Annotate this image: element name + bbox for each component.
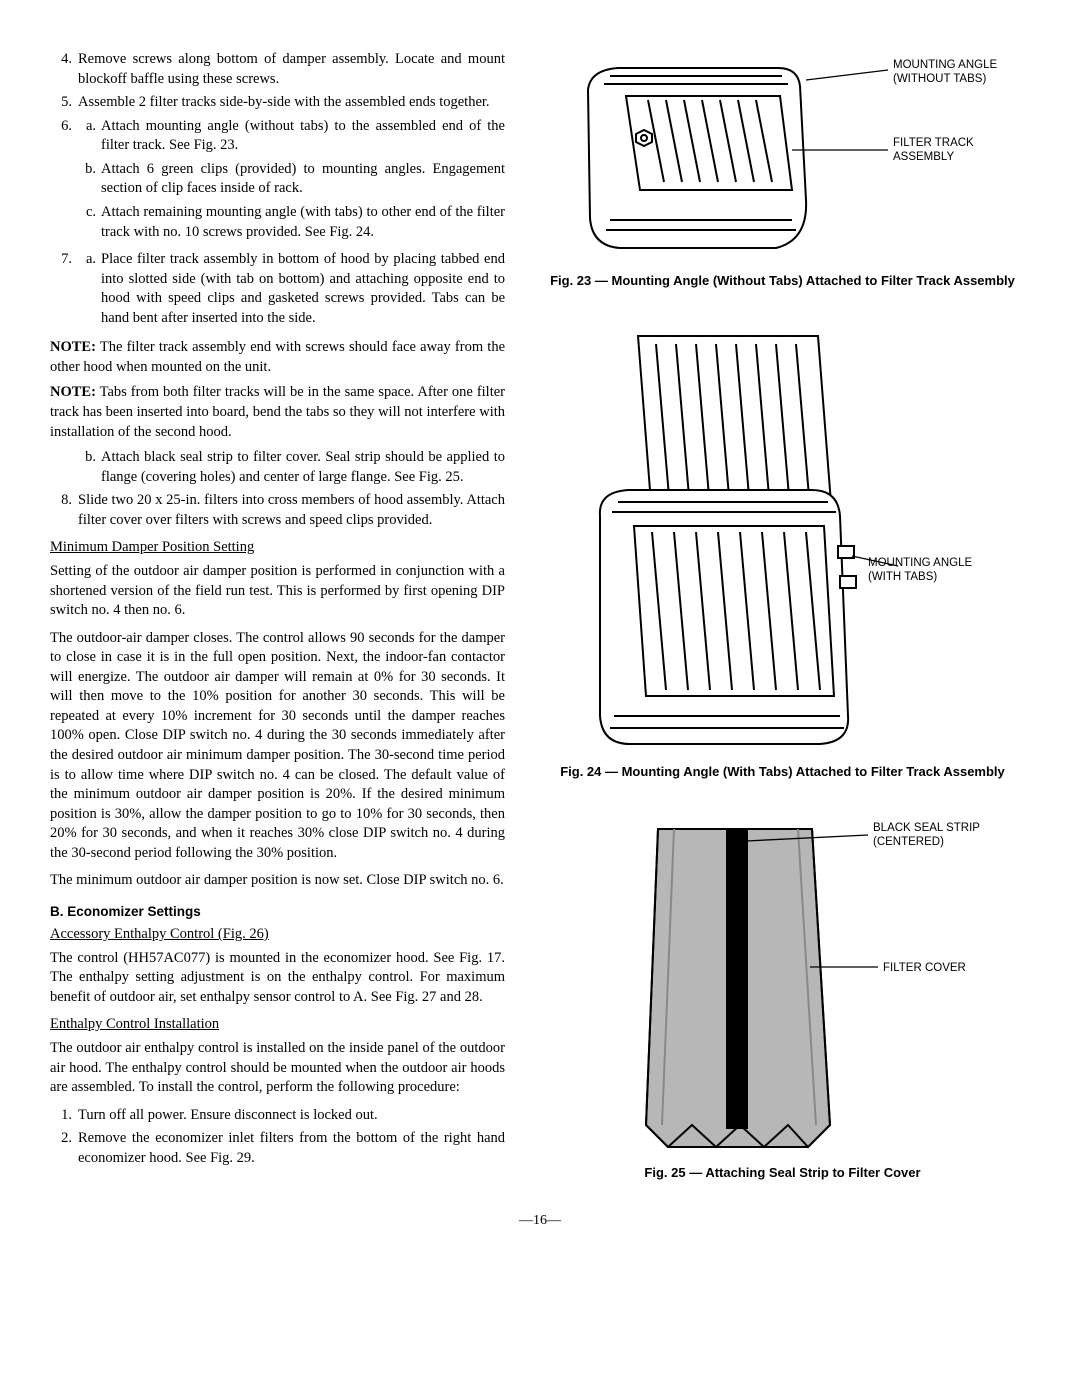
fig25-label-3: FILTER COVER (883, 962, 966, 974)
fig23-label-1: MOUNTING ANGLE (893, 59, 997, 71)
step-6: 6. a. Attach mounting angle (without tab… (50, 117, 505, 246)
economizer-heading: B. Economizer Settings (50, 903, 505, 921)
accessory-u: Accessory Enthalpy Control (Fig. 26) (50, 926, 269, 942)
min-damper-heading: Minimum Damper Position Setting (50, 538, 505, 558)
sub-num: b. (78, 160, 101, 199)
step-6c: c. Attach remaining mounting angle (with… (78, 203, 505, 242)
fig23-cap-text: Fig. 23 — Mounting Angle (Without Tabs) … (550, 273, 1015, 288)
accessory-heading: Accessory Enthalpy Control (Fig. 26) (50, 925, 505, 945)
min-damper-p3: The minimum outdoor air damper position … (50, 871, 505, 891)
step-8: 8. Slide two 20 x 25-in. filters into cr… (50, 491, 505, 530)
fig25-label-2: (CENTERED) (873, 836, 944, 848)
note-text: The filter track assembly end with screw… (50, 339, 505, 375)
step-7b: b. Attach black seal strip to filter cov… (78, 448, 505, 487)
step-text: a. Place filter track assembly in bottom… (78, 250, 505, 332)
note-label: NOTE: (50, 384, 96, 400)
figure-24-svg: MOUNTING ANGLE (WITH TABS) (548, 316, 1018, 756)
step-num: 5. (50, 93, 78, 113)
min-damper-p1: Setting of the outdoor air damper positi… (50, 562, 505, 621)
fig25-cap-text: Fig. 25 — Attaching Seal Strip to Filter… (644, 1165, 920, 1180)
sub-text: Attach remaining mounting angle (with ta… (101, 203, 505, 242)
sub-num: b. (78, 448, 101, 487)
figure-23-svg: MOUNTING ANGLE (WITHOUT TABS) FILTER TRA… (548, 50, 1018, 265)
right-column: MOUNTING ANGLE (WITHOUT TABS) FILTER TRA… (535, 50, 1030, 1188)
enthalpy-steps: 1. Turn off all power. Ensure disconnect… (50, 1106, 505, 1169)
step-num: 1. (50, 1106, 78, 1126)
step-text: Remove the economizer inlet filters from… (78, 1129, 505, 1168)
fig23-label-4: ASSEMBLY (893, 151, 954, 163)
step-num: 8. (50, 491, 78, 530)
figure-23-caption: Fig. 23 — Mounting Angle (Without Tabs) … (535, 273, 1030, 290)
sub-text: Attach 6 green clips (provided) to mount… (101, 160, 505, 199)
figure-25-caption: Fig. 25 — Attaching Seal Strip to Filter… (535, 1165, 1030, 1182)
figure-24-caption: Fig. 24 — Mounting Angle (With Tabs) Att… (535, 764, 1030, 781)
enthalpy-u: Enthalpy Control Installation (50, 1016, 219, 1032)
sub-text: Attach mounting angle (without tabs) to … (101, 117, 505, 156)
list-step-8: 8. Slide two 20 x 25-in. filters into cr… (50, 491, 505, 530)
step-text: a. Attach mounting angle (without tabs) … (78, 117, 505, 246)
figure-24: MOUNTING ANGLE (WITH TABS) (535, 316, 1030, 756)
left-column: 4. Remove screws along bottom of damper … (50, 50, 505, 1188)
enthalpy-heading: Enthalpy Control Installation (50, 1015, 505, 1035)
figure-25-svg: BLACK SEAL STRIP (CENTERED) FILTER COVER (548, 807, 1018, 1157)
step-num: 6. (50, 117, 78, 246)
note-2: NOTE: Tabs from both filter tracks will … (50, 383, 505, 442)
fig24-label-2: (WITH TABS) (868, 571, 937, 583)
figure-25: BLACK SEAL STRIP (CENTERED) FILTER COVER (535, 807, 1030, 1157)
fig24-cap-text: Fig. 24 — Mounting Angle (With Tabs) Att… (560, 764, 1005, 779)
enthalpy-p: The outdoor air enthalpy control is inst… (50, 1039, 505, 1098)
enth-step-2: 2. Remove the economizer inlet filters f… (50, 1129, 505, 1168)
note-label: NOTE: (50, 339, 96, 355)
note-text: Tabs from both filter tracks will be in … (50, 384, 505, 439)
sub-text: Place filter track assembly in bottom of… (101, 250, 505, 328)
step-text: Assemble 2 filter tracks side-by-side wi… (78, 93, 505, 113)
step-6b: b. Attach 6 green clips (provided) to mo… (78, 160, 505, 199)
step-7: 7. a. Place filter track assembly in bot… (50, 250, 505, 332)
sub-num: a. (78, 117, 101, 156)
step-num: 7. (50, 250, 78, 332)
page: 4. Remove screws along bottom of damper … (50, 50, 1030, 1188)
page-number: —16— (50, 1212, 1030, 1231)
step-6a: a. Attach mounting angle (without tabs) … (78, 117, 505, 156)
fig24-label-1: MOUNTING ANGLE (868, 557, 972, 569)
min-damper-u: Minimum Damper Position Setting (50, 539, 254, 555)
fig25-label-1: BLACK SEAL STRIP (873, 822, 980, 834)
fig23-label-2: (WITHOUT TABS) (893, 73, 986, 85)
step-7b-list: b. Attach black seal strip to filter cov… (78, 448, 505, 487)
step-6-sublist: a. Attach mounting angle (without tabs) … (78, 117, 505, 242)
step-7-sublist: a. Place filter track assembly in bottom… (78, 250, 505, 328)
min-damper-p2: The outdoor-air damper closes. The contr… (50, 629, 505, 864)
step-5: 5. Assemble 2 filter tracks side-by-side… (50, 93, 505, 113)
fig23-label-3: FILTER TRACK (893, 137, 974, 149)
figure-23: MOUNTING ANGLE (WITHOUT TABS) FILTER TRA… (535, 50, 1030, 265)
step-7a: a. Place filter track assembly in bottom… (78, 250, 505, 328)
step-text: Remove screws along bottom of damper ass… (78, 50, 505, 89)
step-text: Turn off all power. Ensure disconnect is… (78, 1106, 505, 1126)
sub-text: Attach black seal strip to filter cover.… (101, 448, 505, 487)
list-steps-top: 4. Remove screws along bottom of damper … (50, 50, 505, 332)
step-num: 2. (50, 1129, 78, 1168)
note-1: NOTE: The filter track assembly end with… (50, 338, 505, 377)
sub-num: a. (78, 250, 101, 328)
accessory-p: The control (HH57AC077) is mounted in th… (50, 949, 505, 1008)
enth-step-1: 1. Turn off all power. Ensure disconnect… (50, 1106, 505, 1126)
step-num: 4. (50, 50, 78, 89)
step-7b-wrap: b. Attach black seal strip to filter cov… (78, 448, 505, 487)
step-text: Slide two 20 x 25-in. filters into cross… (78, 491, 505, 530)
step-4: 4. Remove screws along bottom of damper … (50, 50, 505, 89)
sub-num: c. (78, 203, 101, 242)
